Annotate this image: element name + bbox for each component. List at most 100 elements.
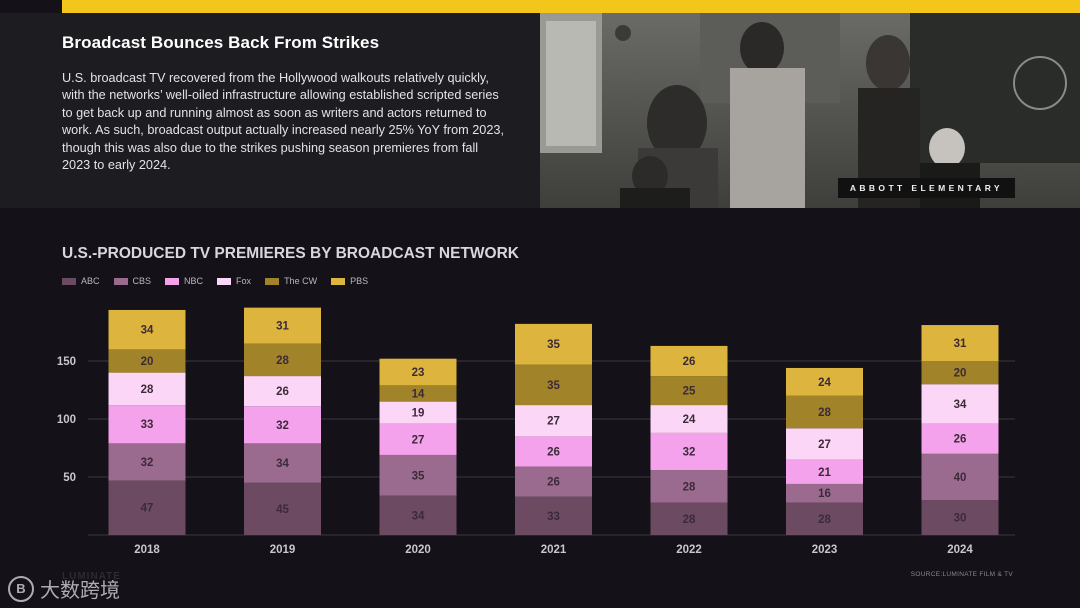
y-tick-label-150: 150: [57, 356, 76, 368]
legend-item-abc: ABC: [62, 276, 100, 286]
data-label-fox-2021: 27: [547, 416, 560, 428]
bar-segment-abc-2022: [650, 502, 728, 535]
bar-segment-nbc-2022: [650, 432, 728, 471]
bar-segment-fox-2021: [515, 405, 592, 437]
x-tick-label-2018: 2018: [134, 544, 160, 556]
bar-segment-cbs-2020: [379, 454, 457, 496]
data-label-cbs-2019: 34: [276, 458, 289, 470]
data-label-abc-2020: 34: [412, 510, 425, 522]
data-label-abc-2023: 28: [818, 514, 831, 526]
bar-segment-nbc-2018: [108, 405, 186, 444]
bar-segment-the-cw-2024: [921, 361, 999, 385]
data-label-abc-2021: 33: [547, 511, 560, 523]
data-label-fox-2022: 24: [683, 414, 696, 426]
data-label-the-cw-2024: 20: [954, 368, 967, 380]
y-tick-label-50: 50: [63, 472, 76, 484]
watermark: B 大数跨境: [8, 574, 120, 603]
data-label-the-cw-2021: 35: [547, 380, 560, 392]
legend-swatch-nbc: [165, 277, 180, 285]
bar-segment-pbs-2024: [921, 325, 999, 361]
data-label-nbc-2022: 32: [683, 446, 696, 458]
bar-segment-cbs-2021: [515, 466, 592, 497]
watermark-icon: B: [8, 575, 34, 602]
top-accent-bar: [62, 0, 1080, 13]
data-label-nbc-2024: 26: [954, 434, 967, 446]
legend-item-nbc: NBC: [165, 276, 203, 286]
bar-segment-fox-2023: [786, 428, 863, 460]
intro-title: Broadcast Bounces Back From Strikes: [62, 33, 380, 52]
source-note: SOURCE:LUMINATE FILM & TV: [910, 571, 1013, 578]
data-label-cbs-2018: 32: [141, 457, 154, 469]
bar-segment-the-cw-2022: [650, 376, 728, 406]
data-label-abc-2019: 45: [276, 504, 289, 516]
legend-swatch-the-cw: [265, 277, 280, 285]
data-label-the-cw-2022: 25: [683, 386, 696, 398]
bar-segment-cbs-2022: [650, 470, 728, 503]
legend-item-fox: Fox: [217, 276, 251, 286]
bar-segment-nbc-2019: [244, 406, 321, 444]
data-label-nbc-2023: 21: [818, 467, 831, 479]
data-label-cbs-2020: 35: [412, 470, 425, 482]
x-tick-label-2022: 2022: [676, 544, 702, 556]
data-label-fox-2020: 19: [412, 408, 425, 420]
bar-segment-fox-2019: [244, 376, 321, 407]
bar-segment-the-cw-2021: [515, 364, 592, 406]
bar-segment-cbs-2024: [921, 453, 999, 501]
legend-label-pbs: PBS: [350, 276, 369, 286]
chart-title: U.S.-PRODUCED TV PREMIERES BY BROADCAST …: [62, 245, 519, 262]
bar-segment-abc-2024: [921, 500, 999, 535]
data-label-abc-2022: 28: [683, 514, 696, 526]
data-label-pbs-2023: 24: [818, 377, 831, 389]
data-label-fox-2024: 34: [954, 399, 967, 411]
bar-segment-fox-2024: [921, 384, 999, 424]
data-label-nbc-2018: 33: [141, 419, 154, 431]
data-label-abc-2018: 47: [141, 503, 154, 515]
legend-label-the-cw: The CW: [284, 276, 318, 286]
data-label-cbs-2022: 28: [683, 481, 696, 493]
x-tick-label-2019: 2019: [270, 544, 296, 556]
x-tick-label-2021: 2021: [541, 544, 567, 556]
legend-swatch-fox: [217, 277, 232, 285]
legend-swatch-abc: [62, 277, 76, 285]
data-label-fox-2018: 28: [141, 384, 154, 396]
legend-label-nbc: NBC: [184, 276, 204, 286]
legend-label-cbs: CBS: [132, 276, 152, 286]
bar-segment-abc-2020: [379, 495, 457, 535]
bar-segment-abc-2019: [244, 482, 321, 535]
intro-body: U.S. broadcast TV recovered from the Hol…: [62, 71, 504, 173]
bar-segment-pbs-2019: [244, 307, 321, 344]
watermark-text: 大数跨境: [40, 580, 120, 602]
bar-segment-abc-2021: [515, 496, 592, 535]
bar-segment-abc-2018: [108, 480, 186, 535]
legend-item-the-cw: The CW: [265, 276, 317, 286]
bar-segment-fox-2020: [379, 401, 457, 424]
bar-segment-abc-2023: [786, 502, 863, 535]
bar-segment-pbs-2023: [786, 367, 863, 396]
bar-segment-cbs-2018: [108, 443, 186, 481]
bar-segment-pbs-2021: [515, 323, 592, 365]
data-label-pbs-2022: 26: [683, 356, 696, 368]
legend-label-abc: ABC: [81, 276, 100, 286]
bar-segment-nbc-2021: [515, 436, 592, 467]
bar-segment-the-cw-2018: [108, 349, 186, 373]
legend-label-fox: Fox: [236, 276, 252, 286]
bar-segment-pbs-2020: [379, 358, 457, 386]
photo-caption: ABBOTT ELEMENTARY: [837, 178, 1015, 198]
bar-segment-nbc-2020: [379, 423, 457, 455]
data-label-pbs-2018: 34: [141, 325, 154, 337]
bar-segment-pbs-2018: [108, 309, 186, 350]
legend-item-pbs: PBS: [331, 276, 368, 286]
data-label-abc-2024: 30: [954, 513, 967, 525]
intro-panel: Broadcast Bounces Back From Strikes U.S.…: [0, 13, 540, 208]
data-label-cbs-2024: 40: [954, 472, 967, 484]
x-tick-label-2024: 2024: [947, 544, 973, 556]
data-label-nbc-2020: 27: [412, 434, 425, 446]
data-label-pbs-2020: 23: [412, 367, 425, 379]
data-label-the-cw-2023: 28: [818, 407, 831, 419]
bar-segment-the-cw-2020: [379, 385, 457, 402]
stacked-bar-chart: 5010015047323328203420184534322628312019…: [57, 307, 1015, 556]
legend-swatch-pbs: [331, 277, 346, 285]
bar-segment-nbc-2023: [786, 459, 863, 484]
bar-segment-the-cw-2023: [786, 395, 863, 429]
data-label-fox-2019: 26: [276, 386, 289, 398]
